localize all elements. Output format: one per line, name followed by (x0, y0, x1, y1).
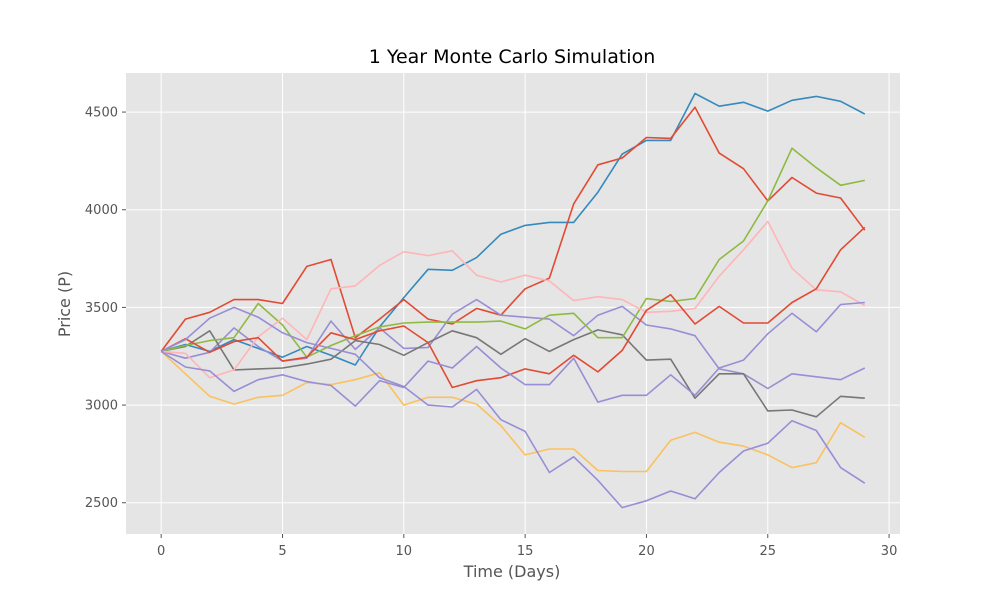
series-group (160, 92, 866, 509)
x-tick-label: 0 (157, 544, 165, 559)
series-line-5 (160, 350, 866, 473)
plot-area (126, 73, 900, 534)
series-line-9 (160, 301, 865, 407)
x-tick-label: 15 (517, 544, 534, 559)
y-tick-label: 3500 (85, 301, 118, 316)
chart-title: 1 Year Monte Carlo Simulation (369, 46, 656, 68)
series-line-7 (161, 220, 866, 379)
x-tick-label: 25 (759, 544, 776, 559)
series-line-10 (160, 306, 866, 509)
x-tick-label: 10 (396, 544, 413, 559)
x-tick-label: 20 (638, 544, 655, 559)
series-line-8 (160, 226, 866, 389)
series-line-3 (160, 298, 866, 390)
grid (126, 73, 900, 534)
series-line-4 (161, 329, 865, 418)
y-tick-label: 3000 (85, 399, 118, 414)
y-tick-label: 4000 (85, 203, 118, 218)
x-tick-label: 30 (881, 544, 898, 559)
x-axis-label: Time (Days) (463, 562, 561, 581)
series-line-2 (160, 106, 866, 352)
series-line-1 (160, 92, 866, 366)
x-tick-label: 5 (278, 544, 286, 559)
x-axis-ticks: 0 5 10 15 20 25 30 (157, 534, 897, 559)
y-axis-ticks: 2500 3000 3500 4000 4500 (85, 106, 126, 511)
y-tick-label: 4500 (85, 106, 118, 121)
y-axis-label: Price (P) (55, 271, 74, 337)
y-tick-label: 2500 (85, 496, 118, 511)
